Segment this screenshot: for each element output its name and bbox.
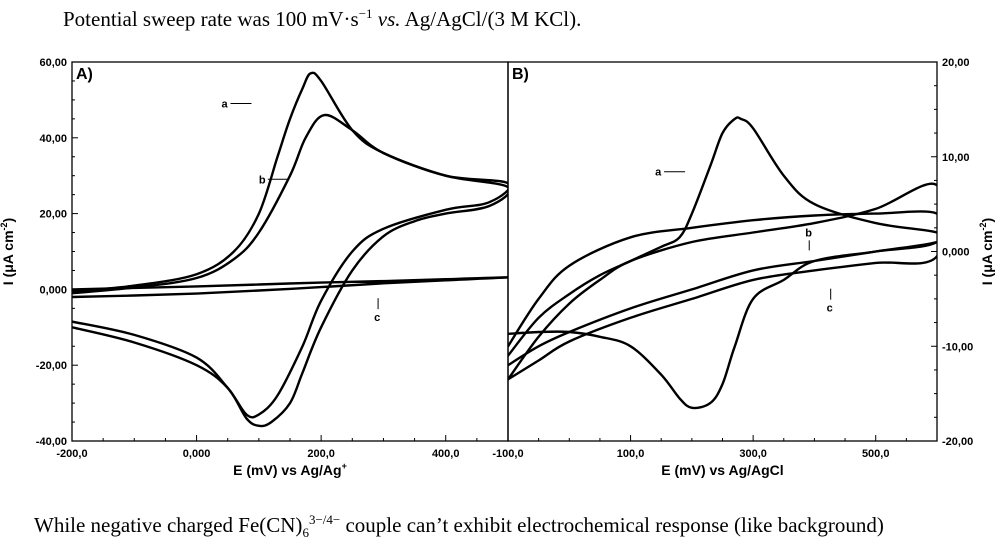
panel-b-y-tick-label: 20,00 (942, 57, 970, 69)
caption-top: Potential sweep rate was 100 mV·s−1 vs. … (63, 6, 582, 31)
panel-a-curve-a (72, 71, 508, 428)
panel-a-x-tick-label: -200,0 (56, 448, 87, 460)
panel-a-x-tick-label: 400,0 (432, 448, 460, 460)
panel-a-curve-label-c: c (374, 312, 380, 324)
panel-a-y-tick-label: 60,00 (39, 57, 67, 69)
panel-a-x-tick-label: 200,0 (307, 448, 335, 460)
panel-a-curve-label-b: b (259, 174, 266, 186)
panel-b-x-axis-title: E (mV) vs Ag/AgCl (661, 462, 783, 478)
panel-a-y-tick-label: -20,00 (36, 360, 67, 372)
panel-b-x-tick-label: 300,0 (739, 448, 767, 460)
panel-b-y-tick-label: 0,000 (942, 247, 970, 259)
panel-b-y-tick-label: -10,00 (942, 341, 973, 353)
panel-b-x-tick-label: -100,0 (492, 448, 523, 460)
panel-b-y-tick-label: 10,00 (942, 152, 970, 164)
panel-b-x-tick-label: 100,0 (617, 448, 645, 460)
panel-b-x-tick-label: 500,0 (862, 448, 890, 460)
panel-a-y-axis-title: I (μA cm-2) (0, 218, 16, 285)
panel-b: -100,0 100,0 300,0 500,0 -20,00 -10,00 0,000 10… (492, 57, 995, 478)
panel-a-curve-label-a: a (221, 98, 228, 110)
panel-a-y-tick-label: 40,00 (39, 133, 67, 145)
panel-a-curve-b (72, 113, 508, 419)
panel-a-curves (72, 71, 508, 428)
panel-a-y-tick-label: 20,00 (39, 209, 67, 221)
panel-b-y-axis-title: I (μA cm-2) (978, 218, 995, 285)
panel-b-label: B) (512, 66, 529, 83)
panel-b-curve-b (508, 210, 937, 367)
panel-a-x-axis-title: E (mV) vs Ag/Ag+ (233, 461, 347, 478)
panel-b-curve-label-c: c (827, 303, 833, 315)
panel-a-x-tick-label: 0,000 (183, 448, 211, 460)
panel-a-curve-c (72, 276, 508, 299)
panel-a-label: A) (76, 66, 93, 83)
panel-b-curve-label-a: a (655, 167, 662, 179)
panel-b-curves (508, 116, 937, 410)
panel-b-curve-label-b: b (805, 227, 812, 239)
caption-bottom: While negative charged Fe(CN)63−/4− coup… (34, 512, 884, 541)
panel-b-curve-a (508, 116, 937, 410)
panel-b-y-tick-label: -20,00 (942, 436, 973, 448)
panel-a-y-tick-label: 0,000 (39, 284, 67, 296)
panel-b-curve-c (508, 182, 937, 381)
panel-a: -200,0 0,000 200,0 400,0 -40,00 -20,00 0,000 20… (0, 57, 509, 478)
panel-a-y-tick-label: -40,00 (36, 436, 67, 448)
